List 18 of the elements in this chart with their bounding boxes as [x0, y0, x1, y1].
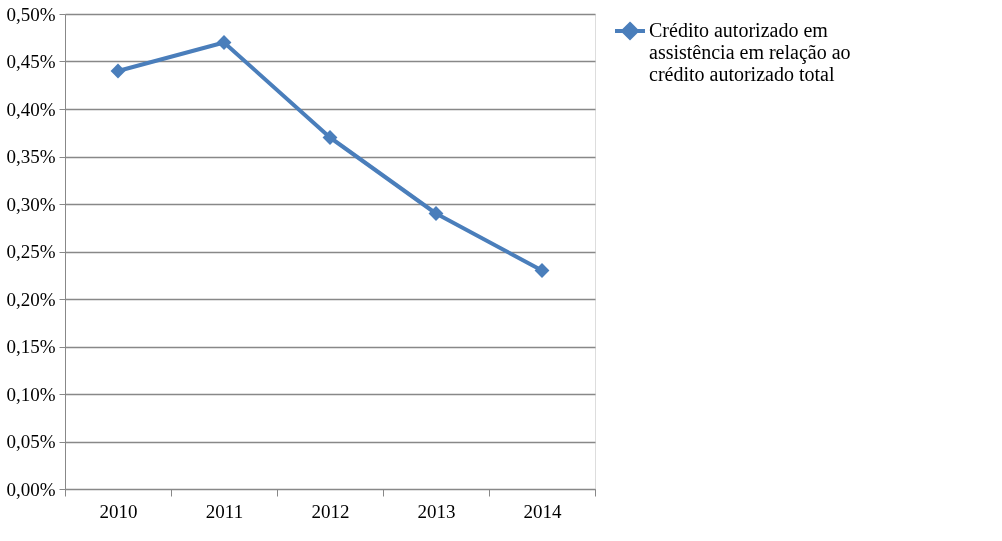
- x-tick-label: 2010: [99, 500, 138, 522]
- point: [110, 63, 126, 79]
- legend-label: Crédito autorizado em assistência em relação ao crédito autorizado total: [649, 19, 851, 85]
- y-tick-label: 0,40%: [6, 98, 56, 120]
- y-tick-label: 0,05%: [6, 431, 56, 452]
- x-tick-label: 2011: [205, 500, 244, 522]
- y-tick-label: 0,45%: [6, 51, 56, 72]
- y-tick-label: 0,20%: [6, 288, 56, 310]
- x-tick-label: 2013: [417, 500, 456, 522]
- y-tick-label: 0,00%: [6, 478, 56, 500]
- y-tick-label: 0,15%: [6, 336, 56, 357]
- y-tick-label: 0,50%: [6, 3, 56, 25]
- x-tick-label: 2014: [523, 500, 562, 522]
- y-tick-label: 0,35%: [6, 146, 56, 167]
- x-tick-label: 2012: [311, 500, 350, 522]
- y-tick-label: 0,30%: [6, 193, 56, 215]
- y-tick-label: 0,25%: [6, 241, 56, 262]
- y-tick-label: 0,10%: [6, 383, 56, 405]
